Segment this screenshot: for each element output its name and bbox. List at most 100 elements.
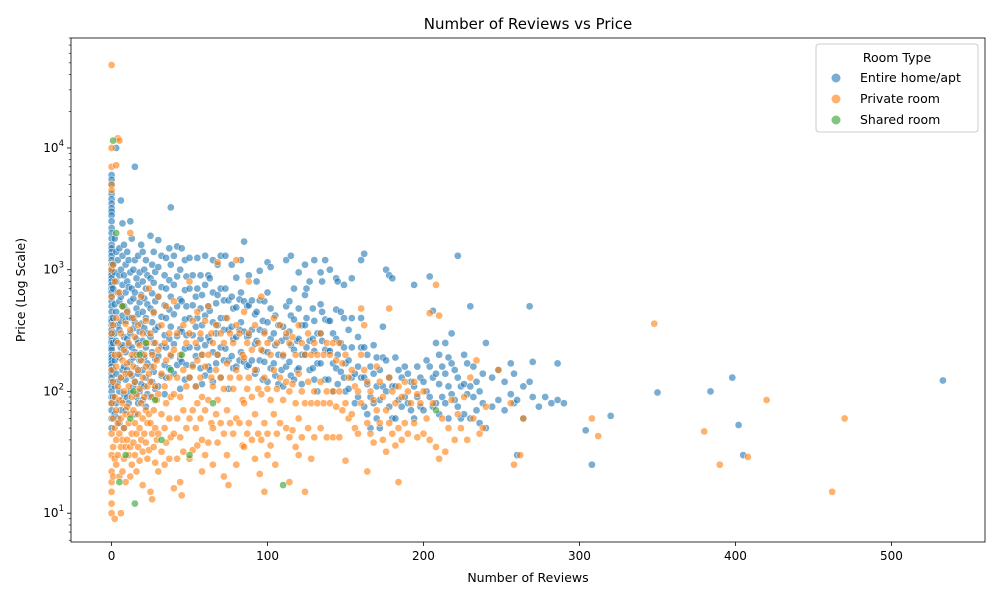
data-point <box>205 274 214 283</box>
data-point <box>363 410 372 419</box>
data-point <box>131 419 139 427</box>
data-point <box>126 414 135 423</box>
data-point <box>291 350 300 359</box>
data-point <box>166 322 175 331</box>
data-point <box>112 362 121 371</box>
data-point <box>166 203 175 212</box>
data-point <box>149 308 158 316</box>
data-point <box>170 281 178 289</box>
data-point <box>344 373 353 382</box>
data-point <box>201 251 209 260</box>
data-point <box>209 424 217 432</box>
data-point <box>297 433 306 442</box>
data-point <box>425 436 434 444</box>
data-point <box>450 366 459 374</box>
data-point <box>212 321 220 330</box>
data-point <box>131 333 139 341</box>
data-point <box>209 399 217 408</box>
data-point <box>209 382 217 391</box>
data-point <box>223 359 231 368</box>
data-point <box>244 329 253 338</box>
data-point <box>506 390 515 399</box>
data-point <box>154 467 163 476</box>
data-point <box>160 271 169 280</box>
data-point <box>173 373 181 382</box>
data-point <box>333 277 342 286</box>
data-point <box>138 373 147 382</box>
data-point <box>146 329 155 338</box>
data-point <box>453 410 462 419</box>
y-tick-label: 102 <box>43 382 64 398</box>
data-point <box>444 353 453 362</box>
data-point <box>469 414 478 423</box>
data-point <box>129 387 138 396</box>
data-point <box>388 429 397 438</box>
data-point <box>213 438 222 447</box>
x-tick-label: 500 <box>880 549 903 563</box>
data-point <box>162 284 170 293</box>
data-point <box>127 460 136 469</box>
data-point <box>166 366 175 374</box>
data-point <box>369 438 378 447</box>
data-point <box>179 321 188 330</box>
data-point <box>193 399 202 408</box>
data-point <box>107 329 116 338</box>
data-point <box>240 353 248 362</box>
data-point <box>360 366 369 374</box>
data-point <box>240 399 248 408</box>
data-point <box>472 406 481 415</box>
data-point <box>207 373 216 382</box>
data-point <box>416 399 425 408</box>
data-point <box>438 414 447 423</box>
data-point <box>588 460 596 469</box>
data-point <box>500 377 509 386</box>
data-point <box>212 410 220 419</box>
data-point <box>385 373 394 382</box>
data-point <box>525 377 534 386</box>
data-point <box>191 382 200 391</box>
data-point <box>193 441 202 450</box>
data-point <box>547 399 556 408</box>
data-point <box>438 393 447 401</box>
data-point <box>432 406 440 415</box>
data-point <box>840 414 849 423</box>
data-point <box>400 362 409 371</box>
data-point <box>404 429 412 438</box>
data-point <box>441 369 450 378</box>
data-point <box>123 359 132 368</box>
data-point <box>357 350 365 359</box>
data-point <box>252 308 261 316</box>
data-point <box>173 454 181 463</box>
data-point <box>478 369 487 378</box>
data-point <box>176 265 185 274</box>
data-point <box>120 424 128 432</box>
data-point <box>388 274 397 283</box>
data-point <box>257 345 266 354</box>
data-point <box>369 396 378 404</box>
data-point <box>404 387 412 396</box>
data-point <box>316 377 325 386</box>
data-point <box>488 373 496 382</box>
data-point <box>179 447 188 456</box>
data-point <box>193 308 202 316</box>
data-point <box>131 451 139 459</box>
data-point <box>138 308 147 316</box>
data-point <box>109 377 117 386</box>
data-point <box>212 366 220 374</box>
data-point <box>369 341 378 350</box>
data-point <box>109 321 117 330</box>
legend-frame <box>815 43 979 133</box>
data-point <box>363 467 372 476</box>
data-point <box>109 414 117 423</box>
data-point <box>223 406 231 415</box>
data-point <box>269 366 278 374</box>
data-point <box>193 284 202 293</box>
legend-marker-shared-room <box>831 115 841 125</box>
data-point <box>227 292 236 301</box>
data-point <box>382 447 390 456</box>
series-2 <box>109 136 440 508</box>
data-point <box>516 451 525 459</box>
data-point <box>366 387 375 396</box>
data-point <box>366 429 375 438</box>
data-point <box>273 385 281 393</box>
